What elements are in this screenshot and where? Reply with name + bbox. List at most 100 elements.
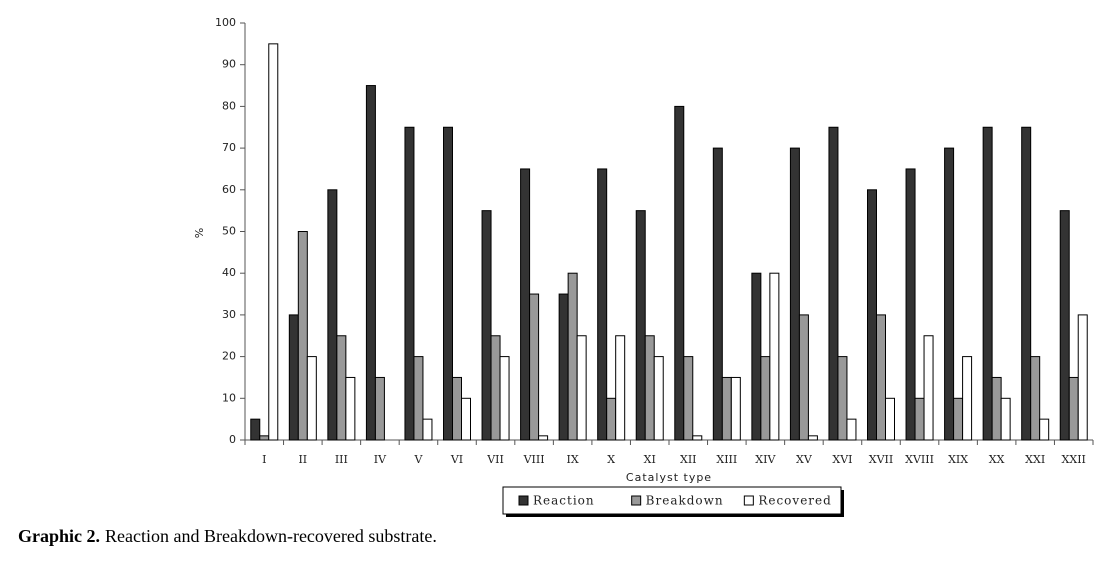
x-tick-label: XII — [680, 453, 697, 466]
x-tick-label: IX — [567, 453, 579, 466]
legend-swatch — [743, 495, 754, 506]
caption: Graphic 2. Reaction and Breakdown-recover… — [18, 526, 437, 546]
y-tick-label: 60 — [222, 183, 236, 196]
bar — [885, 397, 895, 441]
bar — [1021, 126, 1032, 441]
x-tick-label: XIII — [716, 453, 737, 466]
y-tick-label: 100 — [215, 16, 236, 29]
bar — [597, 168, 608, 441]
bar — [914, 397, 925, 441]
x-tick-label: II — [298, 453, 307, 466]
bar — [374, 376, 385, 441]
bar — [846, 418, 857, 441]
bar — [288, 314, 299, 441]
bar — [529, 293, 540, 441]
x-tick-label: III — [335, 453, 348, 466]
bar — [867, 189, 877, 441]
legend-label: Breakdown — [646, 494, 724, 508]
caption-label: Graphic 2. — [18, 526, 100, 546]
y-tick-label: 70 — [222, 141, 236, 154]
y-tick-label: 40 — [222, 266, 236, 279]
x-tick-label: IV — [374, 453, 387, 466]
bar — [250, 418, 261, 441]
bar — [461, 397, 471, 441]
bar — [452, 376, 462, 441]
bar — [653, 356, 664, 441]
legend-swatch — [518, 495, 529, 506]
bar — [789, 147, 800, 441]
bar — [365, 85, 376, 441]
bar — [443, 126, 453, 441]
bar — [692, 435, 703, 441]
bar — [422, 418, 433, 441]
bar — [297, 231, 308, 441]
x-tick-label: XIX — [948, 453, 968, 466]
y-tick-label: 90 — [222, 58, 236, 71]
bar — [721, 376, 732, 441]
bar — [345, 376, 356, 441]
bar — [576, 335, 587, 441]
bar — [644, 335, 655, 441]
caption-text: Reaction and Breakdown-recovered substra… — [105, 526, 437, 546]
bar — [520, 168, 531, 441]
bar — [606, 397, 617, 441]
legend-label: Recovered — [758, 494, 831, 508]
bar — [712, 147, 723, 441]
bar — [760, 356, 771, 441]
bar — [490, 335, 501, 441]
bar — [905, 168, 916, 441]
x-tick-label: XVII — [869, 453, 893, 466]
bar — [953, 397, 964, 441]
bar — [413, 356, 424, 441]
x-axis-title: Catalyst type — [626, 471, 712, 484]
y-tick-label: 80 — [222, 99, 236, 112]
bar — [828, 126, 839, 441]
legend-label: Reaction — [533, 494, 595, 508]
x-tick-label: VII — [486, 453, 504, 466]
x-tick-label: V — [413, 453, 423, 466]
y-axis-title: % — [193, 228, 206, 238]
x-tick-label: XVI — [832, 453, 852, 466]
bar — [962, 356, 973, 441]
y-tick-label: 10 — [222, 391, 236, 404]
x-tick-label: X — [607, 453, 615, 466]
bar — [769, 272, 780, 441]
x-tick-label: XV — [796, 453, 813, 466]
bar — [837, 356, 848, 441]
bar — [1059, 210, 1070, 441]
bar — [1039, 418, 1050, 441]
bar — [327, 189, 338, 441]
legend-swatch — [631, 495, 642, 506]
bar — [259, 435, 270, 441]
x-tick-label: VI — [450, 453, 463, 466]
bar — [1030, 356, 1041, 441]
x-tick-label: I — [262, 453, 266, 466]
bar — [751, 272, 762, 441]
bar — [798, 314, 809, 441]
bar — [683, 356, 694, 441]
x-tick-label: XI — [644, 453, 656, 466]
bar — [336, 335, 347, 441]
bar — [567, 272, 578, 441]
bar — [923, 335, 934, 441]
bar — [268, 43, 279, 441]
bar — [481, 210, 492, 441]
x-tick-label: XXI — [1025, 453, 1045, 466]
bar — [635, 210, 646, 441]
bar — [404, 126, 415, 441]
bar — [306, 356, 317, 441]
bar — [1068, 376, 1079, 441]
bar — [499, 356, 510, 441]
legend — [502, 486, 842, 515]
x-tick-label: XIV — [755, 453, 776, 466]
bar — [730, 376, 741, 441]
bar — [991, 376, 1002, 441]
bar — [615, 335, 626, 441]
y-tick-label: 0 — [229, 433, 236, 446]
y-tick-label: 50 — [222, 225, 236, 238]
bar — [674, 105, 685, 441]
bar — [944, 147, 955, 441]
x-tick-label: XX — [989, 453, 1005, 466]
x-tick-label: XVIII — [905, 453, 934, 466]
